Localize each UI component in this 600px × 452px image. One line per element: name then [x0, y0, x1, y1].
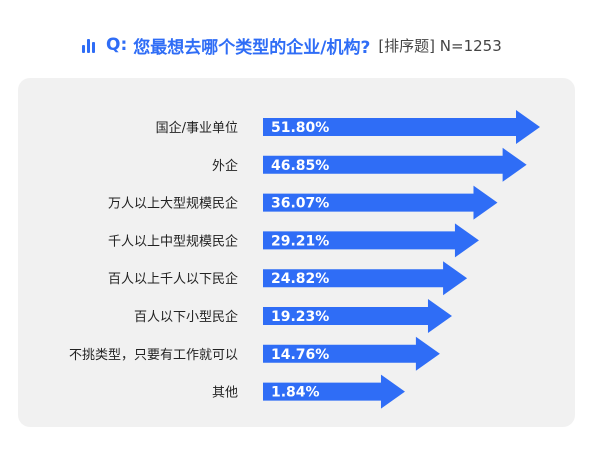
bar-arrow [263, 223, 479, 258]
chart-panel [18, 78, 575, 427]
category-label: 不挑类型，只要有工作就可以 [69, 348, 238, 363]
bar-value-label: 36.07% [271, 196, 329, 212]
bar-arrow [263, 374, 405, 409]
bar-arrow [263, 110, 540, 144]
category-label: 国企/事业单位 [156, 120, 238, 136]
bar-value-label: 24.82% [271, 271, 329, 287]
category-label: 其他 [212, 386, 238, 401]
bar-arrow [263, 299, 452, 333]
bar-value-label: 29.21% [271, 233, 329, 249]
bar-arrow [263, 261, 468, 296]
category-label: 外企 [212, 158, 238, 174]
bar-chart-icon [82, 37, 98, 53]
bar-arrow [263, 147, 527, 182]
question-note: [排序题] N=1253 [378, 36, 502, 55]
bar-arrow [263, 336, 440, 371]
category-label: 万人以上大型规模民企 [108, 196, 238, 212]
category-label: 百人以下小型民企 [134, 309, 238, 325]
bar-value-label: 1.84% [271, 385, 320, 401]
bar-value-label: 51.80% [271, 120, 329, 136]
category-label: 百人以上千人以下民企 [108, 271, 238, 287]
bar-value-label: 46.85% [271, 158, 329, 174]
bar-arrow [263, 185, 498, 220]
bar-value-label: 19.23% [271, 309, 329, 325]
chart-header: Q: 您最想去哪个类型的企业/机构? [排序题] N=1253 [82, 30, 502, 60]
question-prefix: Q: [106, 35, 128, 55]
question-title: 您最想去哪个类型的企业/机构? [133, 37, 371, 58]
bar-value-label: 14.76% [271, 347, 329, 363]
category-label: 千人以上中型规模民企 [108, 233, 238, 249]
